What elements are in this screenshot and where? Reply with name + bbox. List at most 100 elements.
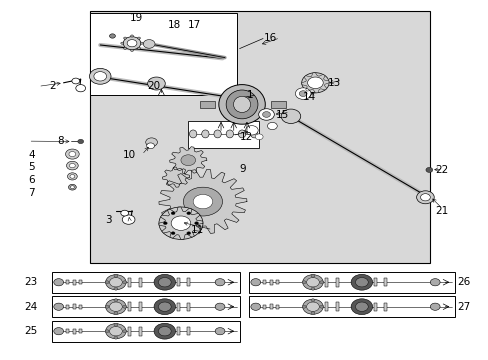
Circle shape: [137, 37, 140, 39]
Circle shape: [122, 281, 126, 284]
Circle shape: [194, 222, 198, 225]
Bar: [139, 327, 142, 336]
Bar: [90, 13, 237, 95]
Bar: [186, 327, 189, 335]
Bar: [200, 101, 215, 108]
Circle shape: [425, 167, 432, 172]
Ellipse shape: [214, 130, 221, 138]
Circle shape: [105, 330, 109, 333]
Circle shape: [121, 42, 123, 44]
Bar: [276, 305, 279, 309]
Bar: [72, 328, 75, 334]
Circle shape: [429, 303, 439, 310]
Circle shape: [215, 328, 224, 335]
Bar: [79, 329, 82, 333]
Bar: [373, 303, 376, 311]
Text: 1: 1: [246, 90, 253, 100]
Circle shape: [105, 305, 109, 308]
Circle shape: [114, 336, 118, 339]
Bar: [177, 278, 180, 286]
Text: 18: 18: [167, 20, 181, 30]
Circle shape: [281, 109, 300, 123]
Circle shape: [68, 184, 76, 190]
Circle shape: [54, 303, 63, 310]
Bar: [186, 278, 189, 286]
Circle shape: [146, 143, 154, 149]
Circle shape: [154, 274, 175, 290]
Bar: [249, 272, 454, 293]
Circle shape: [310, 287, 314, 290]
Circle shape: [105, 275, 126, 290]
Circle shape: [350, 299, 372, 315]
Circle shape: [140, 42, 143, 44]
Ellipse shape: [250, 130, 258, 138]
Circle shape: [302, 275, 323, 290]
Circle shape: [130, 35, 133, 37]
Circle shape: [355, 302, 367, 311]
Circle shape: [215, 279, 224, 286]
Circle shape: [299, 91, 306, 96]
Text: 10: 10: [123, 150, 136, 160]
Text: 25: 25: [24, 326, 38, 336]
Text: 27: 27: [456, 302, 469, 312]
Circle shape: [109, 278, 122, 287]
Text: 14: 14: [303, 92, 316, 102]
Circle shape: [181, 155, 195, 166]
Bar: [186, 303, 189, 311]
Circle shape: [183, 187, 222, 216]
Bar: [249, 296, 454, 317]
Text: 9: 9: [239, 164, 246, 174]
Circle shape: [122, 330, 126, 333]
Circle shape: [114, 323, 118, 326]
Text: 3: 3: [105, 215, 112, 225]
Circle shape: [121, 210, 128, 216]
Polygon shape: [159, 169, 246, 234]
Ellipse shape: [225, 90, 258, 119]
Ellipse shape: [202, 130, 209, 138]
Circle shape: [171, 212, 175, 215]
Bar: [335, 302, 338, 311]
Circle shape: [65, 149, 79, 159]
Circle shape: [66, 161, 78, 170]
Circle shape: [105, 299, 126, 314]
Circle shape: [310, 312, 314, 315]
Circle shape: [70, 175, 75, 178]
Circle shape: [130, 49, 133, 51]
Text: 11: 11: [190, 225, 203, 235]
Circle shape: [154, 299, 175, 315]
Bar: [177, 327, 180, 335]
Ellipse shape: [225, 130, 233, 138]
Bar: [177, 303, 180, 311]
Circle shape: [307, 77, 323, 89]
Text: 4: 4: [28, 150, 35, 160]
Text: 7: 7: [28, 188, 35, 198]
Circle shape: [69, 163, 75, 168]
Circle shape: [72, 78, 80, 84]
Circle shape: [159, 207, 203, 239]
Circle shape: [416, 191, 433, 204]
Circle shape: [319, 281, 323, 284]
Circle shape: [154, 323, 175, 339]
Circle shape: [306, 278, 319, 287]
Bar: [72, 304, 75, 310]
Circle shape: [258, 109, 274, 120]
Circle shape: [420, 194, 429, 201]
Circle shape: [319, 305, 323, 308]
Bar: [335, 278, 338, 287]
Circle shape: [54, 279, 63, 286]
Circle shape: [350, 274, 372, 290]
Circle shape: [89, 68, 111, 84]
Circle shape: [137, 47, 140, 49]
Bar: [52, 296, 239, 317]
Circle shape: [302, 281, 305, 284]
Circle shape: [250, 303, 260, 310]
Circle shape: [94, 72, 106, 81]
Text: 20: 20: [147, 81, 161, 91]
Bar: [52, 321, 239, 342]
Circle shape: [76, 85, 85, 92]
Text: 12: 12: [239, 132, 252, 142]
Circle shape: [54, 328, 63, 335]
Circle shape: [429, 279, 439, 286]
Bar: [72, 280, 75, 285]
Text: 2: 2: [49, 81, 56, 91]
